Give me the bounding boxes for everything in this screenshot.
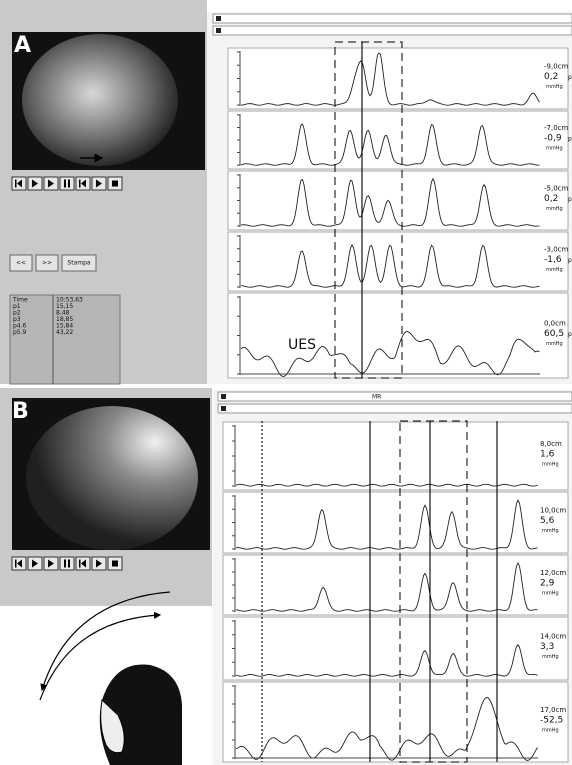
channel-unit: mmHg [542,528,559,534]
channel-position: 8,0cm [540,440,562,448]
channel-strip [228,171,568,230]
video-image [26,406,198,550]
channel-strip [228,48,568,109]
table-cell: 43,22 [56,329,73,336]
channel-unit: mmHg [546,206,563,212]
channel-unit: mmHg [546,84,563,90]
table-cell: p5.9 [13,329,27,336]
channel-unit: mmHg [542,654,559,660]
channel-value: 3,3 [540,642,554,652]
channel-strip [228,111,568,169]
button-icon [112,181,118,187]
toolbar [218,392,572,401]
toolbar-icon [216,28,221,33]
control-label: Stampa [67,260,90,267]
channel-value: 0,2 [544,72,558,82]
channel-value: 1,6 [540,450,555,460]
channel-position: -9,0cm [544,63,569,71]
toolbar-icon [221,394,226,399]
channel-position: -7,0cm [544,124,569,132]
transport-button[interactable] [60,557,74,570]
channel-strip [223,682,568,762]
channel-unit: mmHg [542,728,559,734]
channel-name: p2 [568,136,572,143]
channel-name: p1 [568,74,572,81]
channel-unit: mmHg [546,341,563,347]
channel-strip [223,555,568,615]
channel-position: 0,0cm [544,320,566,328]
page: {"panels": [ {"label": "A", "controls": … [0,0,572,765]
channel-value: 5,6 [540,516,555,526]
channel-position: -5,0cm [544,185,569,193]
channel-position: 10,0cm [540,507,566,515]
button-icon [112,561,118,567]
channel-name: p3 [568,196,572,203]
channel-value: 2,9 [540,579,555,589]
channel-unit: mmHg [546,146,563,152]
channel-unit: mmHg [546,267,563,273]
channel-strip [223,422,568,490]
control-label: << [16,260,26,267]
video-image [22,34,178,166]
control-label: >> [42,260,52,267]
annotation: UES [288,337,316,353]
channel-value: 60,5 [544,329,564,339]
toolbar [213,14,572,23]
header-label: MR [372,394,381,401]
channel-position: 14,0cm [540,633,566,641]
channel-value: -0,9 [544,134,562,144]
channel-strip [223,492,568,553]
channel-value: -1,6 [544,255,562,265]
channel-position: 17,0cm [540,706,566,714]
channel-value: -52,5 [540,716,563,726]
toolbar [213,26,572,35]
channel-position: 12,0cm [540,569,566,577]
panel-label: A [14,33,31,58]
panel-label: B [12,399,29,424]
channel-position: -3,0cm [544,246,569,254]
channel-name: p4 [568,257,572,264]
toolbar [218,404,572,413]
transport-button[interactable] [60,177,74,190]
channel-value: 0,2 [544,194,558,204]
channel-unit: mmHg [542,462,559,468]
channel-unit: mmHg [542,591,559,597]
toolbar-icon [221,406,226,411]
channel-name: p5 [568,331,572,338]
screenshot: A B MR <<>>StampaTime10:53,63p115,15p28,… [0,0,572,765]
channel-strip [228,293,568,378]
toolbar-icon [216,16,221,21]
